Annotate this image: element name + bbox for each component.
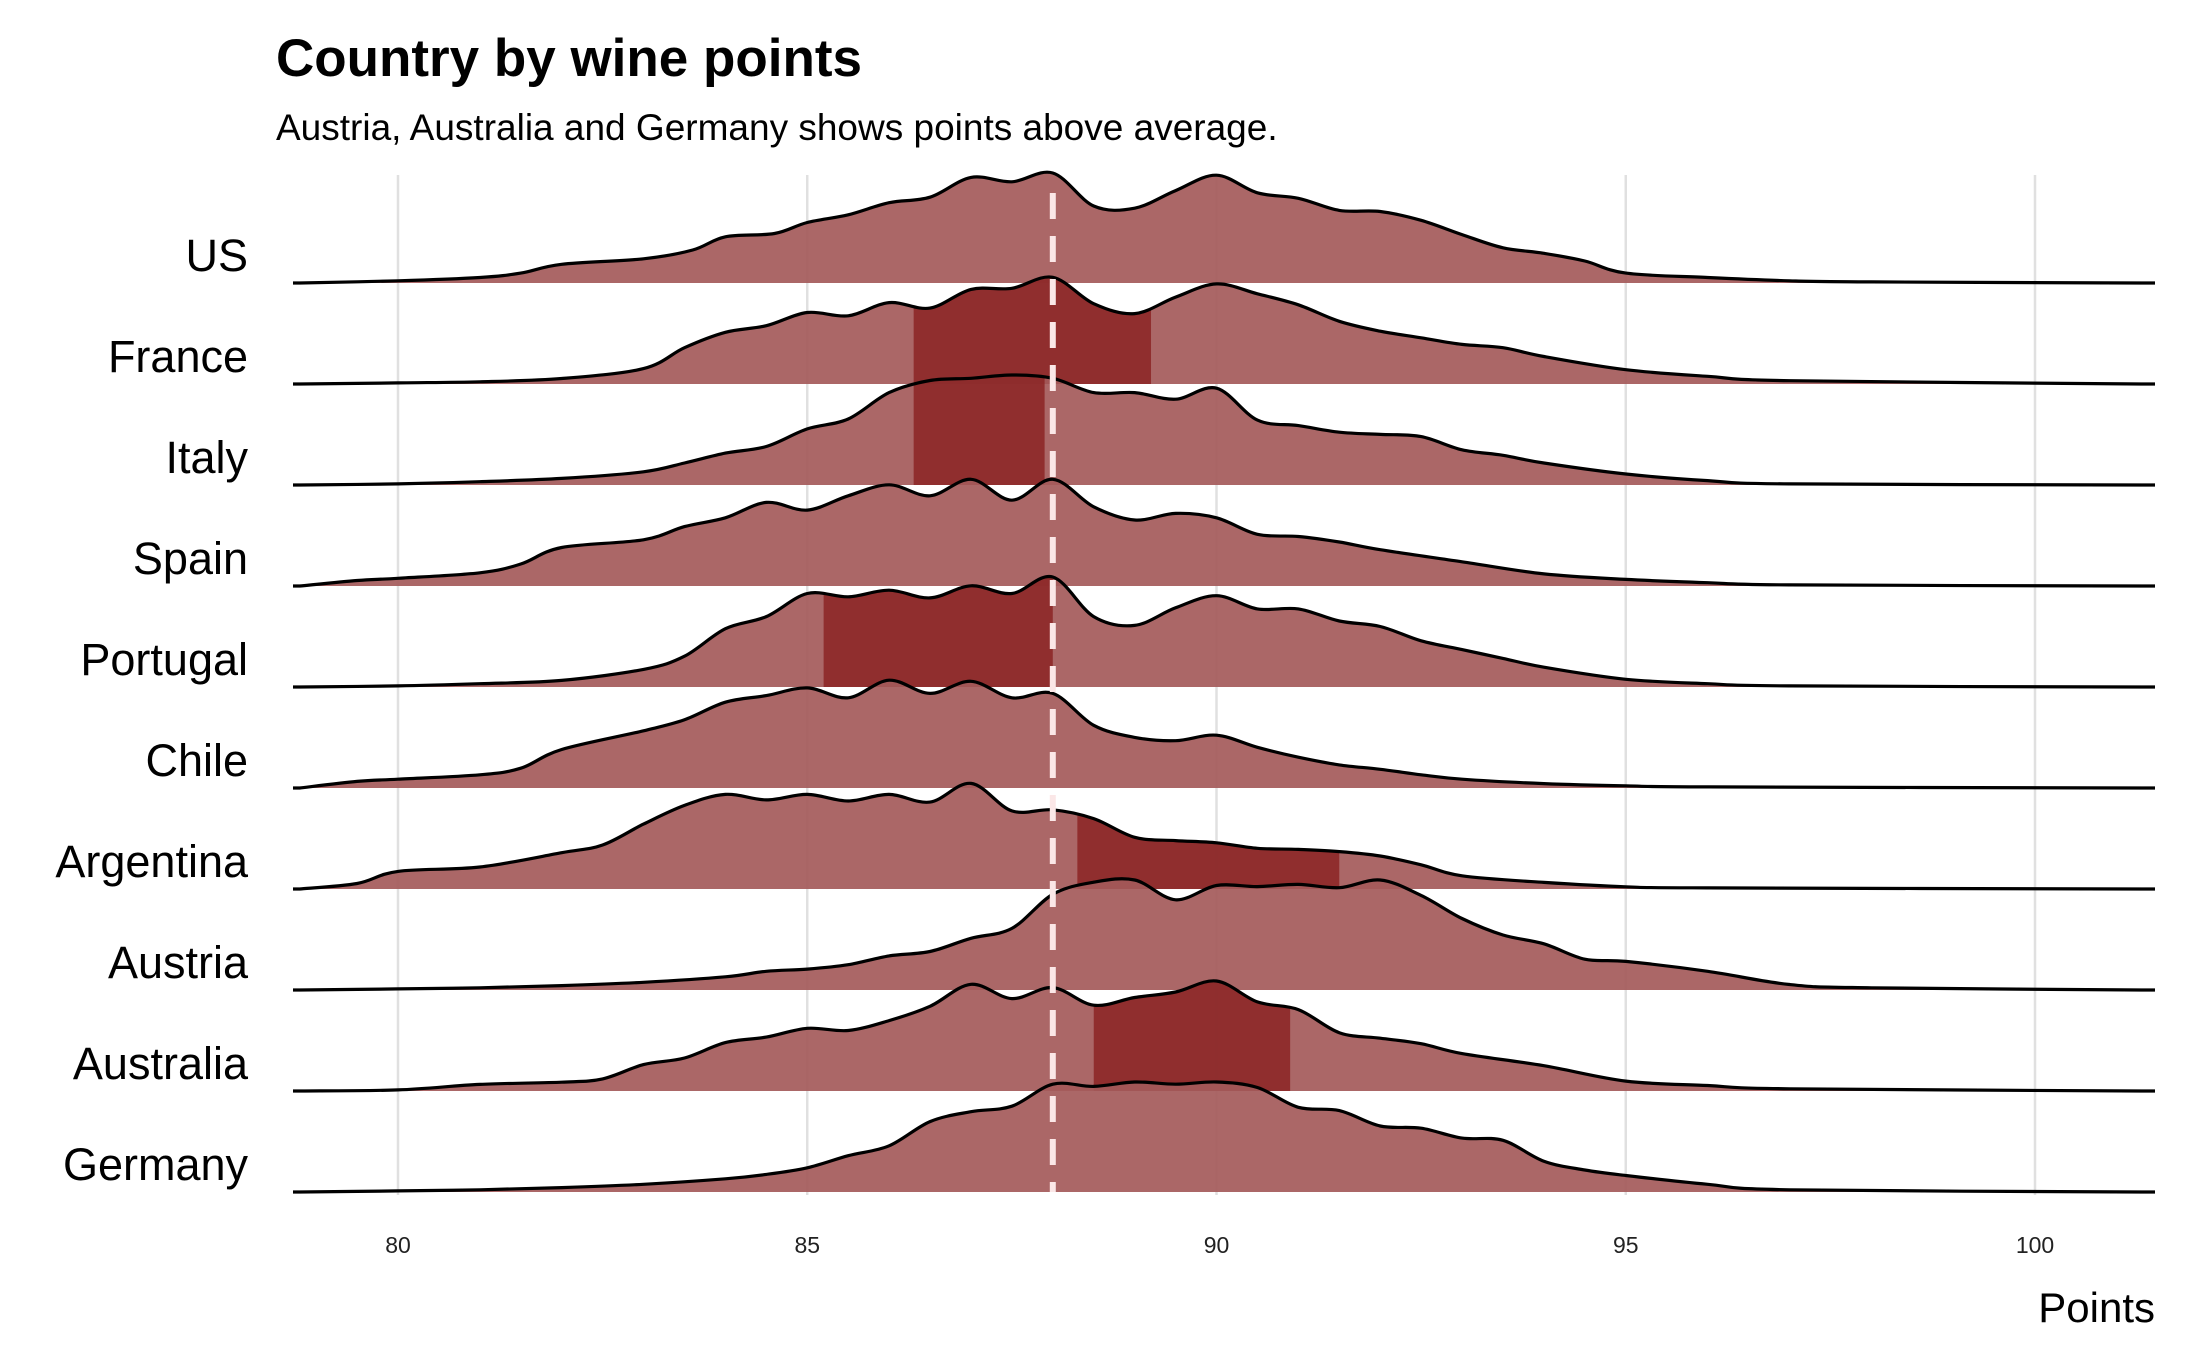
label-layer: 80 85 90 95 100 US France Italy Spain Portugal Chi… [55,230,2155,1331]
ridge-highlight-australia [1093,980,1291,1091]
ridge-france [293,275,2155,386]
ridge-fill-austria [293,878,2155,990]
ridge-layer [293,170,2155,1194]
ridge-highlight-argentina [1077,813,1340,889]
ridge-line-australia [293,979,2155,1093]
ridge-line-germany [293,1080,2155,1194]
x-tick-label-80: 80 [385,1232,411,1258]
y-label-austria: Austria [108,937,249,988]
ridge-line-france [293,275,2155,386]
ridge-line-italy [293,373,2155,487]
y-label-chile: Chile [145,735,248,786]
y-label-italy: Italy [165,432,248,483]
chart-subtitle: Austria, Australia and Germany shows poi… [276,107,1278,148]
ridge-australia [293,979,2155,1093]
ridge-fill-argentina [293,783,2155,889]
y-label-spain: Spain [133,533,248,584]
ridge-line-portugal [293,574,2155,689]
ridge-argentina [293,781,2155,891]
chart-title: Country by wine points [276,29,862,88]
ridge-line-us [293,170,2155,285]
y-label-germany: Germany [63,1139,249,1190]
ridge-austria [293,877,2155,992]
y-label-portugal: Portugal [80,634,248,685]
ridge-highlight-italy [913,375,1045,485]
ridge-fill-italy [293,375,2155,485]
ridge-us [293,170,2155,285]
ridge-italy [293,373,2155,487]
x-tick-label-95: 95 [1613,1232,1639,1258]
ridge-line-spain [293,477,2155,588]
x-tick-label-90: 90 [1204,1232,1230,1258]
y-label-argentina: Argentina [55,836,249,887]
ridge-portugal [293,574,2155,689]
ridge-fill-us [293,172,2155,283]
ridge-line-austria [293,877,2155,992]
ridge-fill-chile [293,680,2155,788]
ridge-germany [293,1080,2155,1194]
ridge-fill-portugal [293,576,2155,687]
y-label-us: US [185,230,248,281]
ridge-fill-spain [293,479,2155,586]
ridge-spain [293,477,2155,588]
x-tick-label-85: 85 [794,1232,820,1258]
x-axis-label: Points [2038,1284,2155,1331]
ridge-chile [293,678,2155,790]
y-label-australia: Australia [73,1038,249,1089]
ridge-fill-germany [293,1081,2155,1192]
y-label-france: France [108,331,248,382]
ridge-fill-france [293,276,2155,384]
x-tick-label-100: 100 [2016,1232,2054,1258]
ridge-highlight-portugal [823,576,1053,687]
ridge-line-chile [293,678,2155,790]
